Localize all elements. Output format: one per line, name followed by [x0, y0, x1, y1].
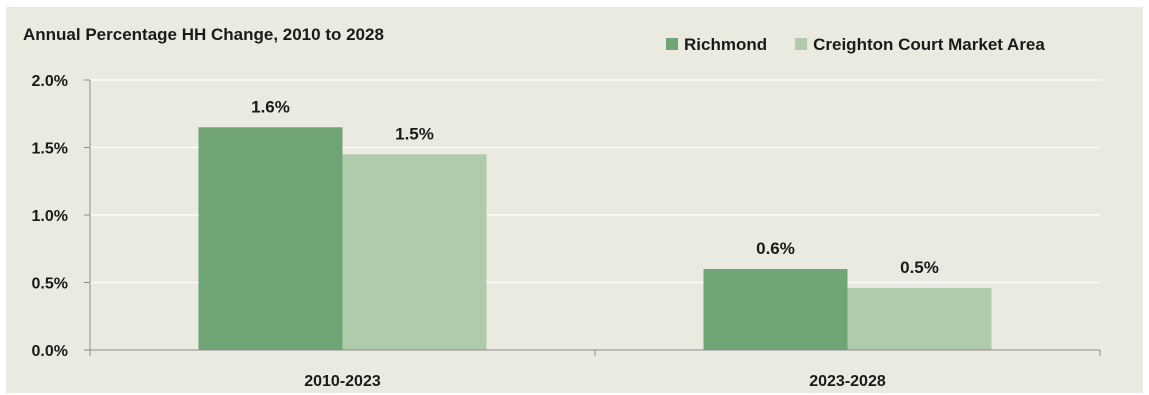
y-tick-label: 1.5%: [32, 141, 68, 158]
bar-market-area: [847, 287, 992, 350]
legend-label: Richmond: [684, 35, 767, 54]
bar-richmond: [703, 269, 848, 350]
data-label: 0.6%: [756, 239, 795, 258]
y-tick-label: 2.0%: [32, 73, 68, 90]
axes: 0.0% 0.5% 1.0% 1.5% 2.0% 2010-2023 2023-2028: [32, 73, 1101, 390]
data-label: 1.6%: [251, 97, 290, 116]
bars: [198, 127, 992, 350]
y-tick-label: 0.5%: [32, 276, 68, 293]
legend-label: Creighton Court Market Area: [813, 35, 1045, 54]
chart-title: Annual Percentage HH Change, 2010 to 202…: [23, 25, 384, 44]
legend-swatch: [795, 38, 808, 50]
data-label: 0.5%: [900, 258, 939, 277]
x-tick-label: 2010-2023: [304, 373, 381, 390]
bar-market-area: [342, 154, 487, 350]
y-tick-label: 0.0%: [32, 343, 68, 360]
data-labels: 1.6% 1.5% 0.6% 0.5%: [251, 97, 939, 277]
data-label: 1.5%: [395, 124, 434, 143]
legend: Richmond Creighton Court Market Area: [666, 35, 1045, 54]
x-tick-label: 2023-2028: [809, 373, 886, 390]
y-tick-label: 1.0%: [32, 208, 68, 225]
bar-richmond: [198, 127, 343, 350]
legend-swatch: [666, 38, 678, 50]
